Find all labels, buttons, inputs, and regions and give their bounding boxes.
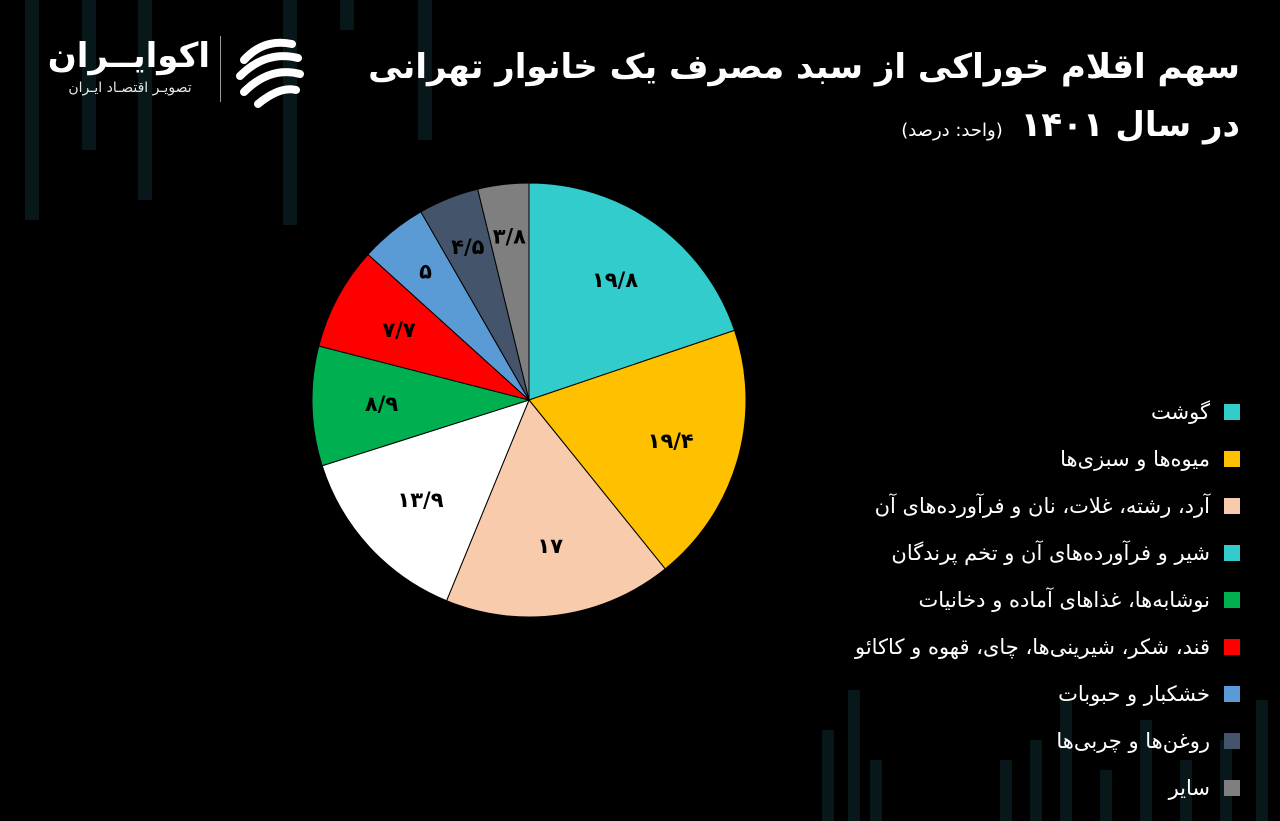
brand-logo: اکوایــران تصویـر اقتصـاد ایـران [47,30,320,110]
background-bar [848,690,860,821]
pie-slice [311,345,531,467]
legend-item: روغن‌ها و چربی‌ها [720,717,1240,764]
logo-divider [220,36,221,102]
slice-data-label: ۱۹/۴ [648,429,694,453]
pie-slice [528,329,747,570]
logo-name: اکوایــران [47,36,210,76]
logo-tagline: تصویـر اقتصـاد ایـران [68,80,192,96]
legend-label: خشکبار و حبوبات [1058,681,1210,706]
background-bar [340,0,354,30]
legend-swatch [1224,732,1240,749]
legend-item: شیر و فرآورده‌های آن و تخم پرندگان [720,529,1240,576]
background-bar [418,0,432,140]
background-bar [25,0,39,220]
background-bar [870,760,882,821]
legend-label: آرد، رشته، غلات، نان و فرآورده‌های آن [874,493,1210,518]
background-bar [1180,760,1192,821]
title-line2: در سال ۱۴۰۱ [1020,105,1240,145]
legend-label: سایر [1168,775,1210,800]
background-bar [1000,760,1012,821]
slice-data-label: ۳/۸ [493,224,526,248]
pie-slice [321,399,530,602]
slice-data-label: ۱۷ [537,534,563,558]
legend-label: شیر و فرآورده‌های آن و تخم پرندگان [891,540,1210,565]
legend-item: خشکبار و حبوبات [720,670,1240,717]
slice-data-label: ۵ [419,260,432,284]
legend-item: قند، شکر، شیرینی‌ها، چای، قهوه و کاکائو [720,623,1240,670]
chart-legend: گوشت میوه‌ها و سبزی‌ها آرد، رشته، غلات، نا… [720,388,1240,811]
legend-label: روغن‌ها و چربی‌ها [1056,728,1210,753]
background-bar [822,730,834,821]
unit-label: (واحد: درصد) [901,120,1003,141]
legend-item: نوشابه‌ها، غذاهای آماده و دخانیات [720,576,1240,623]
chart-title: سهم اقلام خوراکی از سبد مصرف یک خانوار ت… [360,38,1240,160]
slice-data-label: ۱۹/۸ [592,268,638,292]
background-bar [138,0,152,200]
legend-swatch [1224,544,1240,561]
legend-item: سایر [720,764,1240,811]
slice-data-label: ۸/۹ [365,392,398,416]
legend-swatch [1224,638,1240,655]
legend-swatch [1224,497,1240,514]
legend-swatch [1224,685,1240,702]
pie-slice [528,182,736,401]
title-line2-wrap: در سال ۱۴۰۱ (واحد: درصد) [360,96,1240,160]
legend-item: گوشت [720,388,1240,435]
slice-data-label: ۷/۷ [382,318,415,342]
logo-text: اکوایــران تصویـر اقتصـاد ایـران [47,34,210,98]
legend-swatch [1224,403,1240,420]
legend-label: نوشابه‌ها، غذاهای آماده و دخانیات [918,587,1210,612]
legend-swatch [1224,591,1240,608]
title-line1: سهم اقلام خوراکی از سبد مصرف یک خانوار ت… [368,47,1240,87]
legend-label: گوشت [1150,399,1210,424]
background-bar [1140,720,1152,821]
legend-item: آرد، رشته، غلات، نان و فرآورده‌های آن [720,482,1240,529]
legend-item: میوه‌ها و سبزی‌ها [720,435,1240,482]
slice-data-label: ۱۳/۹ [397,488,443,512]
background-bar [1100,770,1112,821]
legend-label: قند، شکر، شیرینی‌ها، چای، قهوه و کاکائو [854,634,1210,659]
background-bar [82,0,96,150]
legend-label: میوه‌ها و سبزی‌ها [1060,446,1210,471]
ecoiran-logo-icon [236,38,304,108]
pie-slice [445,399,666,618]
background-bar [1030,740,1042,821]
slice-data-label: ۴/۵ [451,235,484,259]
background-bar [1060,700,1072,821]
pie-slice [318,253,530,401]
legend-swatch [1224,450,1240,467]
pie-slice [477,182,530,401]
background-bar [1256,700,1268,821]
legend-swatch [1224,779,1240,796]
